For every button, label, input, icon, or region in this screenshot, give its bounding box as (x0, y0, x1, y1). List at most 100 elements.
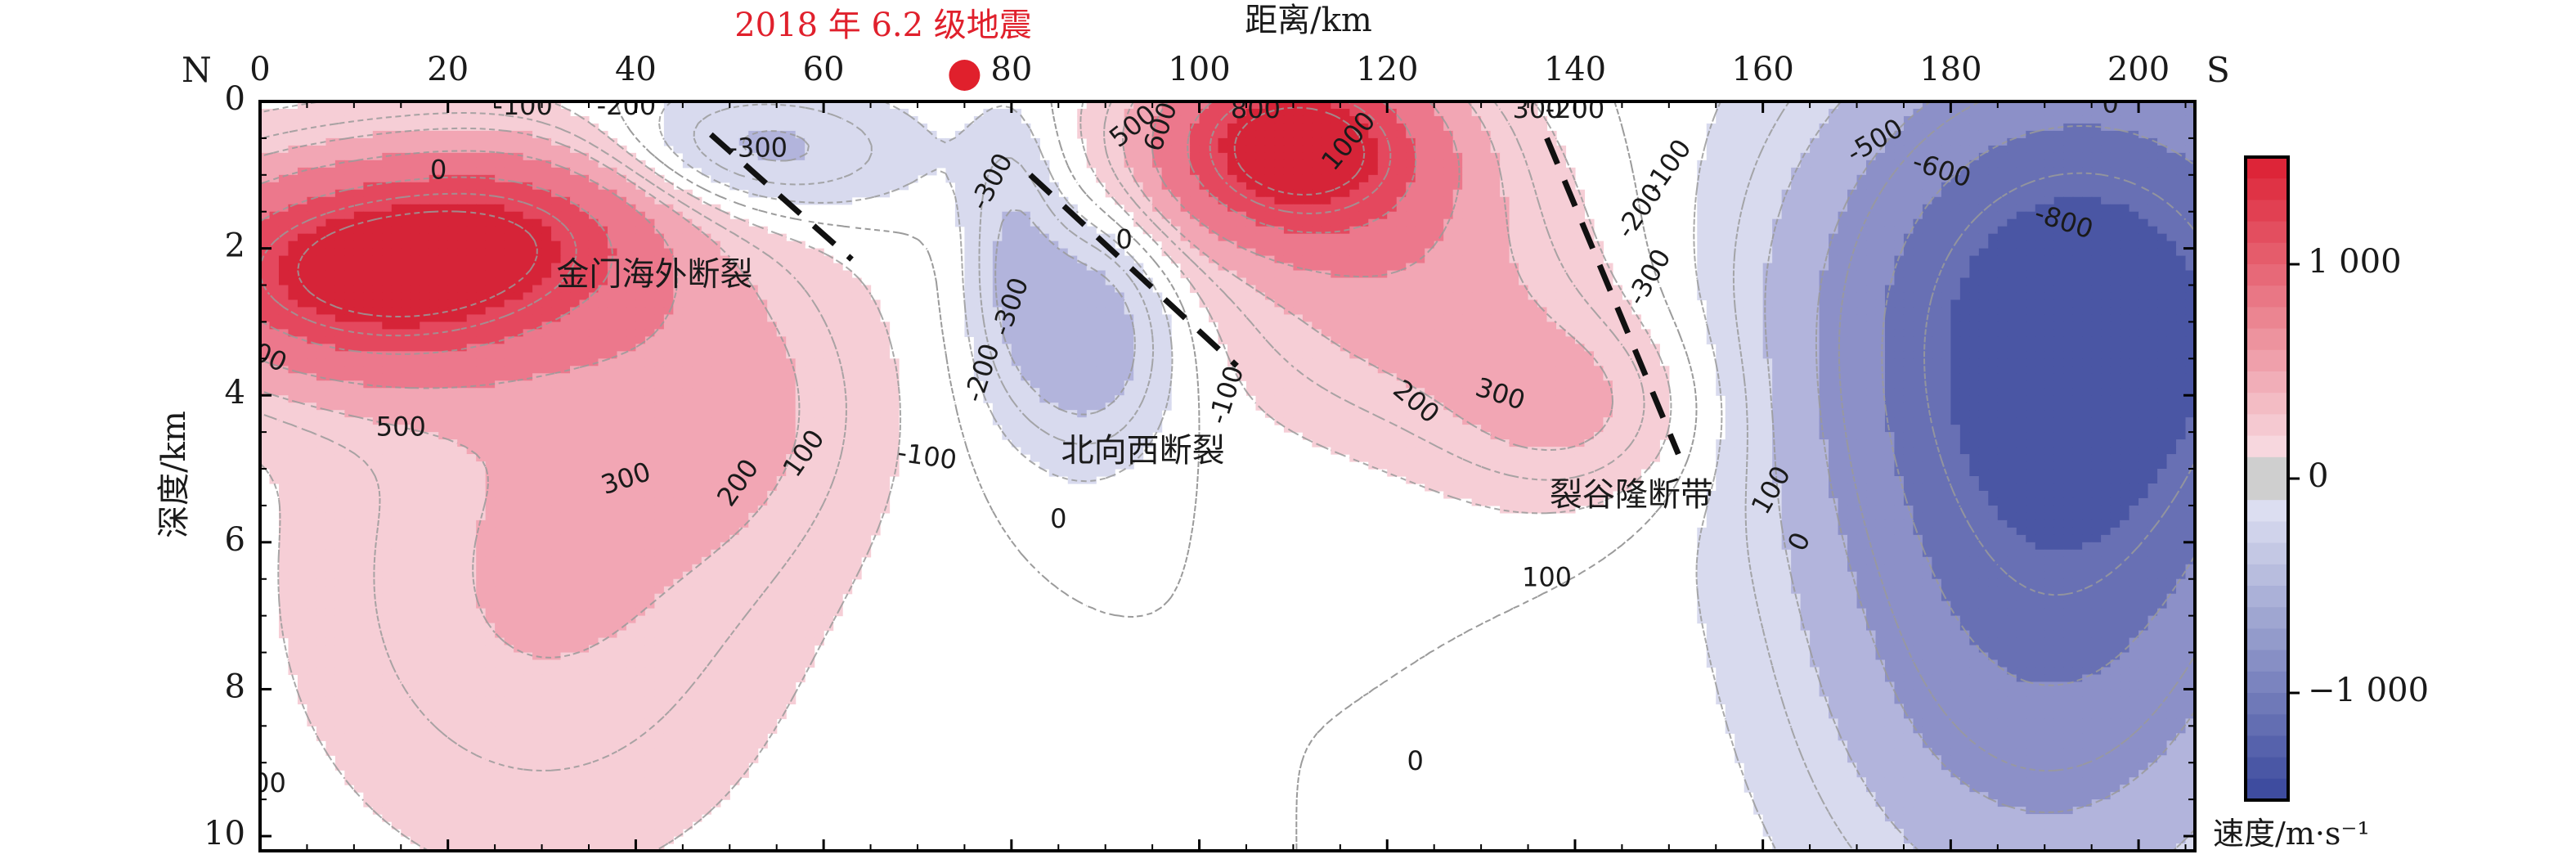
field-cell (344, 137, 355, 146)
field-cell (1500, 218, 1510, 227)
field-cell (1096, 285, 1106, 294)
field-cell (2035, 277, 2045, 286)
field-cell (1406, 218, 1416, 227)
field-cell (1772, 152, 1783, 161)
field-cell (2082, 101, 2093, 110)
field-cell (738, 167, 749, 176)
field-cell (2091, 270, 2102, 279)
field-cell (420, 285, 430, 294)
field-cell (476, 226, 487, 235)
field-cell (1396, 292, 1407, 301)
field-cell (438, 167, 449, 176)
field-cell (2007, 108, 2017, 117)
field-cell (1847, 174, 1858, 183)
field-cell (692, 160, 702, 169)
field-cell (2016, 123, 2026, 132)
field-cell (1772, 211, 1783, 220)
field-cell (748, 263, 759, 272)
field-cell (2082, 108, 2093, 117)
field-cell (2120, 145, 2130, 154)
field-cell (307, 196, 317, 205)
field-cell (1227, 255, 1238, 264)
field-cell (1697, 248, 1708, 257)
field-cell (1293, 233, 1304, 242)
field-cell (1875, 130, 1886, 139)
field-cell (1152, 101, 1163, 110)
field-cell (438, 285, 449, 294)
field-cell (1584, 248, 1595, 257)
field-cell (748, 307, 759, 316)
field-cell (626, 189, 637, 198)
field-cell (325, 241, 336, 250)
field-cell (288, 233, 298, 242)
field-cell (1500, 160, 1510, 169)
field-cell (269, 196, 280, 205)
field-cell (1829, 292, 1839, 301)
field-cell (1941, 270, 1951, 279)
field-cell (2176, 123, 2187, 132)
field-cell (2072, 204, 2083, 213)
field-cell (1161, 101, 1172, 110)
field-cell (523, 285, 533, 294)
field-cell (776, 182, 787, 191)
field-cell (2082, 270, 2093, 279)
field-cell (1293, 152, 1304, 161)
field-cell (1772, 145, 1783, 154)
field-cell (2091, 292, 2102, 301)
field-cell (2044, 174, 2055, 183)
field-cell (1753, 226, 1764, 235)
field-cell (1941, 152, 1951, 161)
field-cell (1236, 160, 1247, 169)
field-cell (278, 174, 289, 183)
field-cell (1471, 299, 1482, 308)
field-cell (297, 307, 308, 316)
field-cell (551, 152, 562, 161)
field-cell (391, 152, 402, 161)
field-cell (288, 211, 298, 220)
field-cell (1199, 233, 1209, 242)
field-cell (1115, 123, 1125, 132)
field-cell (1555, 160, 1567, 169)
field-cell (1735, 108, 1745, 117)
field-cell (1490, 226, 1501, 235)
field-cell (1762, 115, 1773, 124)
field-cell (1133, 174, 1144, 183)
field-cell (1039, 277, 1050, 286)
field-cell (457, 196, 468, 205)
field-cell (1969, 299, 1980, 308)
field-cell (1180, 145, 1191, 154)
field-cell (485, 130, 496, 139)
field-cell (1856, 277, 1867, 286)
field-cell (1245, 160, 1257, 169)
field-cell (1368, 204, 1379, 213)
field-cell (851, 101, 862, 110)
field-cell (1058, 263, 1069, 272)
field-cell (551, 218, 562, 227)
field-cell (2035, 145, 2045, 154)
field-cell (1274, 218, 1285, 227)
field-cell (1772, 233, 1783, 242)
field-cell (1565, 233, 1576, 242)
field-cell (626, 248, 637, 257)
field-cell (814, 255, 824, 264)
field-cell (1452, 204, 1463, 213)
field-cell (579, 299, 590, 308)
field-cell (1884, 226, 1896, 235)
field-cell (1321, 255, 1331, 264)
field-cell (2016, 167, 2026, 176)
field-cell (748, 248, 759, 257)
field-cell (1255, 299, 1266, 308)
field-cell (1190, 263, 1200, 272)
field-cell (983, 292, 994, 301)
field-cell (1744, 101, 1754, 110)
field-cell (495, 145, 505, 154)
field-cell (1331, 255, 1341, 264)
field-cell (861, 307, 872, 316)
field-cell (1312, 145, 1322, 154)
field-cell (776, 233, 787, 242)
field-cell (720, 270, 730, 279)
field-cell (1829, 211, 1839, 220)
field-cell (1199, 130, 1209, 139)
field-cell (1406, 174, 1416, 183)
field-cell (992, 189, 1003, 198)
